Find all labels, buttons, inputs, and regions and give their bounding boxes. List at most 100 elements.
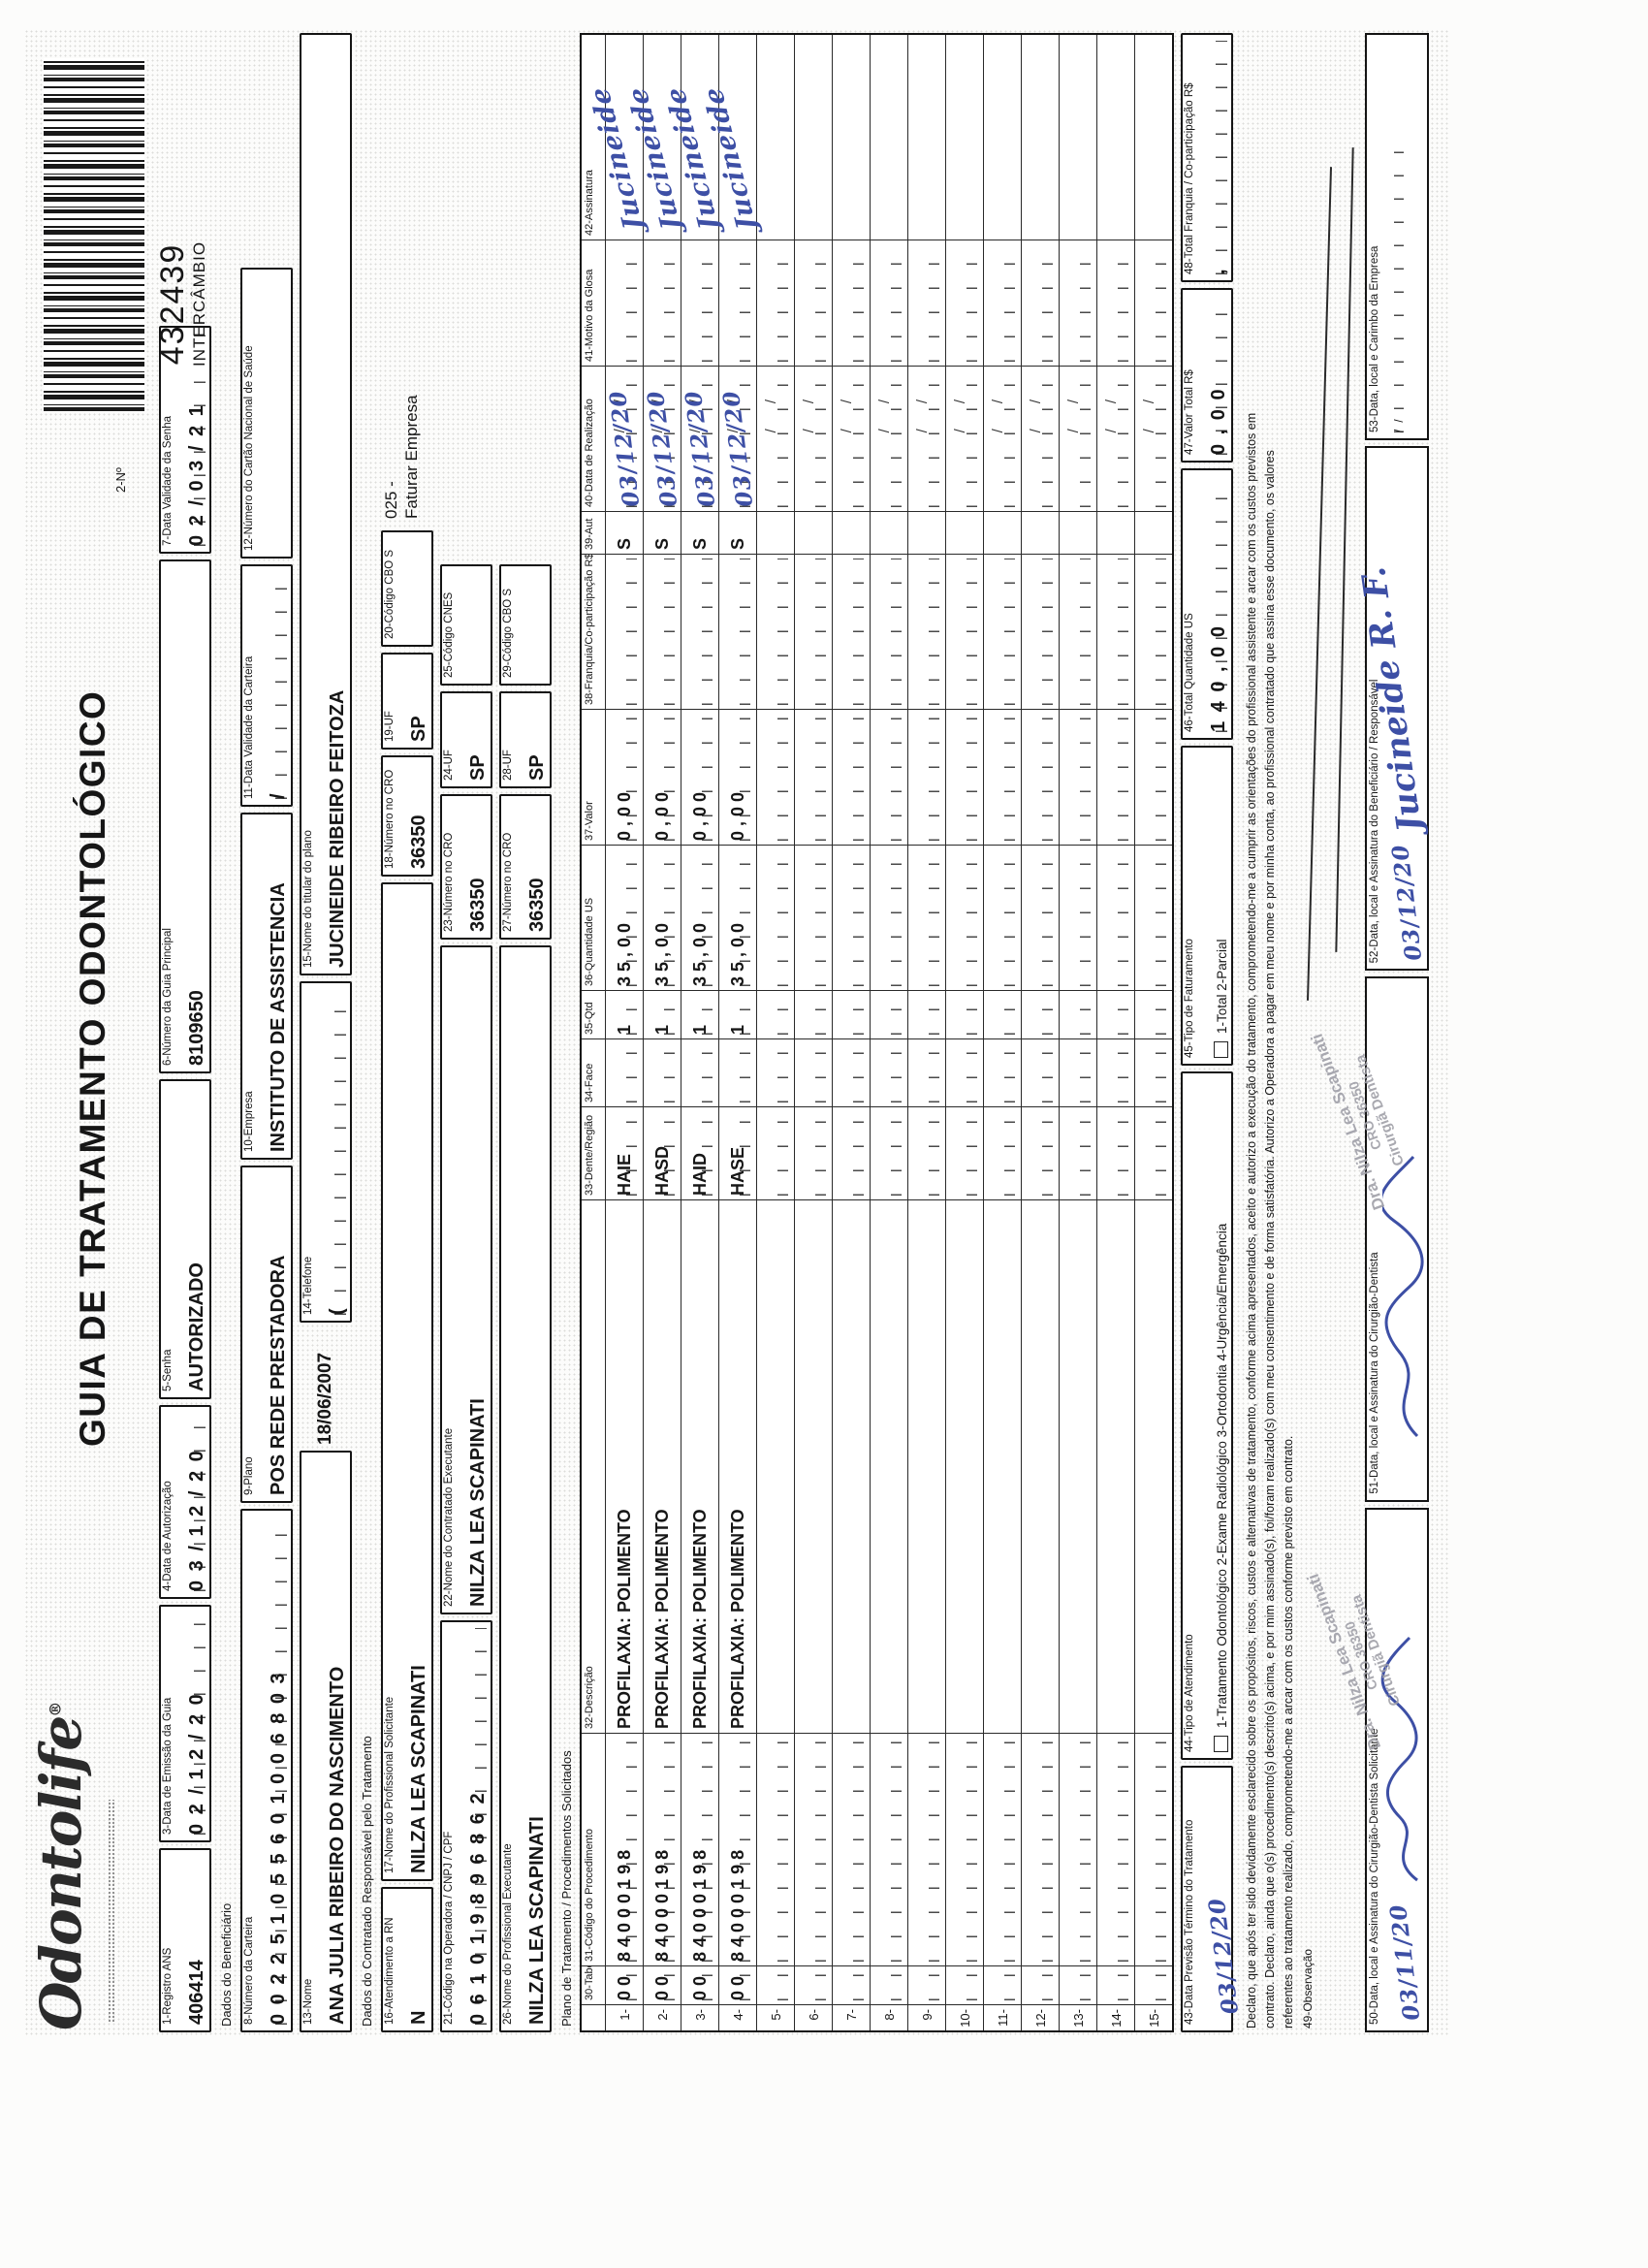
col-franquia: 38-Franquia/Co-participação R$ [582, 555, 605, 710]
band-totais: 43-Data Previsão Término do Tratamento 0… [1181, 33, 1244, 2032]
field-nome-beneficiario: 13-Nome ANA JULIA RIBEIRO DO NASCIMENTO [300, 1451, 352, 2032]
field-assinatura-beneficiario: 52-Data, local e Assinatura do Beneficiá… [1354, 446, 1430, 972]
checkbox [1214, 1736, 1228, 1752]
observacao-area: 49-Observação [1301, 37, 1361, 2028]
band-profissional-executante: 26-Nome do Profissional Executante NILZA… [499, 33, 552, 2032]
col-valor: 37-Valor [582, 710, 605, 846]
field-contratado-executante: 22-Nome do Contratado Executante NILZA L… [440, 945, 492, 1614]
field-nome-titular: 15-Nome do titular do plano JUCINEIDE RI… [300, 33, 352, 975]
field-tipo-faturamento: 45-Tipo de Faturamento 1-Total 2-Parcial [1181, 746, 1233, 1066]
procedure-row: 4- 0 0 8 4 0 0 0 1 9 8 PROFILAXIA: POLIM… [698, 29, 763, 2030]
band-assinaturas: 50-Data, local e Assinatura do Cirurgião… [1304, 33, 1430, 2032]
field-cbo-executante: 29-Código CBO S [499, 564, 552, 686]
col-quantidade-us: 36-Quantidade US [582, 846, 605, 991]
row-number: 2- [654, 2009, 670, 2021]
barcode-number-block: 432439 INTERCÂMBIO [154, 240, 208, 367]
handwritten-date: 03/12/20 [680, 388, 720, 509]
form-title: GUIA DE TRATAMENTO ODONTOLÓGICO [73, 689, 112, 1447]
row-number: 15- [1146, 2009, 1161, 2028]
field-uf-solicitante: 19-UF SP [381, 653, 433, 750]
field-uf-contratado: 24-UF SP [440, 691, 492, 788]
col-qtd: 35-Qtd [582, 991, 605, 1039]
section-contratado: Dados do Contratado Responsável pelo Tra… [360, 1736, 374, 2027]
field2-number-label: 2-Nº [113, 467, 128, 493]
checkbox [1214, 1041, 1228, 1058]
row-number: 7- [843, 2009, 859, 2021]
field-telefone: 14-Telefone ( [300, 981, 352, 1323]
field-numero-carteira: 8-Número da Carteira 0 0 2 2 5 1 0 5 5 6… [240, 1509, 293, 2032]
handwritten-date: 03/11/20 [1384, 1901, 1426, 2023]
barcode-caption: INTERCÂMBIO [189, 240, 208, 367]
handwritten-date: 03/12/20 [642, 388, 682, 509]
procedure-row: 7- // [832, 29, 870, 2030]
field-cartao-nacional-saude: 12-Número do Cartão Nacional de Saúde [240, 268, 293, 559]
field-total-franquia: 48-Total Franquia / Co-participação R$ , [1181, 33, 1233, 282]
band-solicitante: 16-Atendimento a RN N 17-Nome do Profiss… [381, 33, 433, 2032]
field-carimbo-empresa: 53-Data, local e Carimbo da Empresa / / [1365, 33, 1430, 441]
field-cro-executante: 27-Número no CRO 36350 [499, 794, 552, 940]
row-number: 6- [806, 2009, 821, 2021]
procedure-row: 2- 0 0 8 4 0 0 0 1 9 8 PROFILAXIA: POLIM… [622, 29, 687, 2030]
scan-artifact-line [1307, 167, 1333, 1001]
faturar-empresa-note: 025 - Faturar Empresa [382, 395, 422, 519]
col-dente: 33-Dente/Região [582, 1107, 605, 1200]
procedure-row: 13- // [1059, 29, 1096, 2030]
field-uf-executante: 28-UF SP [499, 691, 552, 788]
barcode [44, 58, 144, 411]
field-previsao-termino: 43-Data Previsão Término do Tratamento 0… [1181, 1766, 1244, 2032]
field-codigo-operadora: 21-Código na Operadora / CNPJ / CPF 0 6 … [440, 1620, 492, 2032]
row-number: 5- [768, 2009, 783, 2021]
table-header-row: 30-Tabela 31-Código do Procedimento 32-D… [582, 29, 605, 2030]
barcode-number: 432439 [154, 242, 191, 366]
handwritten-date: 03/12/20 [717, 388, 758, 509]
procedure-row: 15- // [1134, 29, 1172, 2030]
col-motivo-glosa: 41-Motivo da Glosa [582, 240, 605, 367]
signature-scribble [1382, 1155, 1424, 1437]
col-descricao: 32-Descrição [582, 1200, 605, 1734]
col-aut: 39-Aut [582, 512, 605, 555]
field-cro-contratado: 23-Número no CRO 36350 [440, 794, 492, 940]
band-beneficiario: 8-Número da Carteira 0 0 2 2 5 1 0 5 5 6… [240, 33, 293, 2032]
field-cbo-solicitante: 20-Código CBO S [381, 530, 433, 647]
handwritten-date: 03/12/20 [604, 388, 645, 509]
odontolife-logo: Odontolife® [28, 1703, 94, 2030]
section-plano-tratamento: Plano de Tratamento / Procedimentos Soli… [559, 1750, 574, 2027]
row-number: 4- [730, 2009, 745, 2021]
row-number: 3- [692, 2009, 708, 2021]
form-header: Odontolife® GUIA DE TRATAMENTO ODONTOLÓG… [24, 29, 208, 2036]
procedure-row: 6- // [794, 29, 832, 2030]
field-valor-total: 47-Valor Total R$ 0 , 0 0 [1181, 288, 1233, 463]
band-contratado-executante: 21-Código na Operadora / CNPJ / CPF 0 6 … [440, 33, 492, 2032]
field-assinatura-dentista: 51-Data, local e Assinatura do Cirurgião… [1308, 976, 1430, 1502]
procedure-row: 8- // [870, 29, 907, 2030]
field-assinatura-solicitante: 50-Data, local e Assinatura do Cirurgião… [1304, 1507, 1430, 2032]
logo-tagline-dots [108, 1800, 115, 2023]
procedure-row: 10- // [945, 29, 983, 2030]
field-registro-ans: 1-Registro ANS 406414 [159, 1848, 211, 2032]
col-codigo: 31-Código do Procedimento [582, 1734, 605, 1966]
row-number: 9- [919, 2009, 935, 2021]
declaration-text: Declaro, que após ter sido devidamente e… [1245, 412, 1295, 2028]
row-number: 1- [617, 2009, 632, 2021]
field-numero-guia-principal: 6-Número da Guia Principal 8109650 [159, 559, 211, 1073]
procedure-row: 11- // [983, 29, 1021, 2030]
band-nome: 13-Nome ANA JULIA RIBEIRO DO NASCIMENTO … [300, 33, 352, 2032]
row-number: 13- [1070, 2009, 1086, 2028]
scan-artifact-line [1335, 147, 1354, 952]
field-total-quantidade-us: 46-Total Quantidade US 1 4 0 , 0 0 [1181, 468, 1233, 740]
field-profissional-solicitante: 17-Nome do Profissional Solicitante NILZ… [381, 882, 433, 1881]
handwritten-name: Jucineide R. F. [1354, 564, 1431, 835]
procedure-row: 9- // [907, 29, 945, 2030]
handwritten-date: 03/12/20 [1386, 843, 1428, 963]
col-face: 34-Face [582, 1039, 605, 1107]
procedures-table: 30-Tabela 31-Código do Procedimento 32-D… [580, 29, 1174, 2032]
field-tipo-atendimento: 44-Tipo de Atendimento 1-Tratamento Odon… [1181, 1071, 1233, 1760]
row-number: 10- [957, 2009, 972, 2028]
procedure-row: 3- 0 0 8 4 0 0 0 1 9 8 PROFILAXIA: POLIM… [660, 29, 725, 2030]
procedure-row: 5- // [756, 29, 794, 2030]
birth-date-text: 18/06/2007 [315, 1352, 335, 1445]
field-senha: 5-Senha AUTORIZADO [159, 1079, 211, 1399]
handwritten-date: 03/12/20 [1203, 1896, 1245, 2016]
field-empresa: 10-Empresa INSTITUTO DE ASSISTENCIA [240, 813, 293, 1160]
